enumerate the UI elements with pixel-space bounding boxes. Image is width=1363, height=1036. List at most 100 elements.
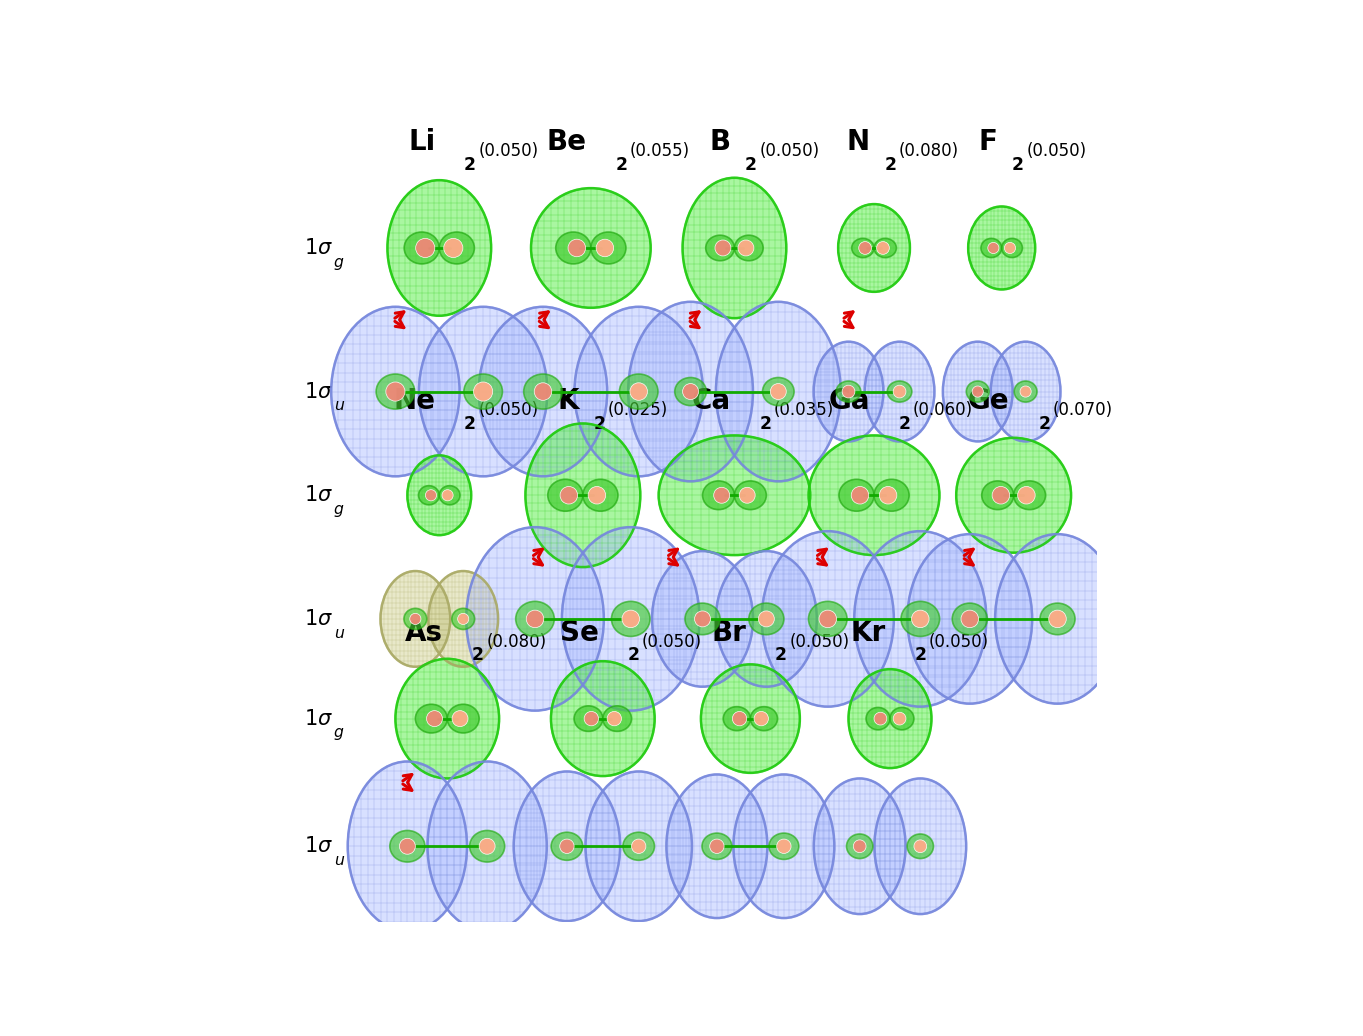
Text: 2: 2 <box>776 646 786 664</box>
Circle shape <box>879 487 897 505</box>
Ellipse shape <box>658 435 810 555</box>
Ellipse shape <box>447 704 480 733</box>
Ellipse shape <box>887 381 912 402</box>
Circle shape <box>427 711 443 726</box>
Ellipse shape <box>991 342 1060 441</box>
Ellipse shape <box>762 531 894 707</box>
Text: (0.050): (0.050) <box>478 142 538 161</box>
Ellipse shape <box>995 535 1120 703</box>
Ellipse shape <box>623 832 654 860</box>
Ellipse shape <box>395 659 499 778</box>
Circle shape <box>607 712 622 726</box>
Circle shape <box>1048 610 1066 628</box>
Ellipse shape <box>428 571 497 667</box>
Ellipse shape <box>701 664 800 773</box>
Ellipse shape <box>586 772 692 921</box>
Text: (0.050): (0.050) <box>478 402 538 420</box>
Ellipse shape <box>968 206 1035 289</box>
Circle shape <box>526 610 544 628</box>
Ellipse shape <box>408 456 472 536</box>
Circle shape <box>716 240 731 256</box>
Ellipse shape <box>1014 381 1037 402</box>
Text: $1\sigma$: $1\sigma$ <box>304 609 333 629</box>
Text: Ne: Ne <box>394 387 435 415</box>
Ellipse shape <box>1002 238 1022 258</box>
Ellipse shape <box>390 831 425 862</box>
Circle shape <box>893 385 906 398</box>
Ellipse shape <box>628 301 752 482</box>
Circle shape <box>473 382 493 401</box>
Circle shape <box>453 711 468 726</box>
Text: 2: 2 <box>915 646 927 664</box>
Circle shape <box>458 613 469 625</box>
Text: $1\sigma$: $1\sigma$ <box>304 709 333 728</box>
Circle shape <box>1005 242 1015 254</box>
Ellipse shape <box>716 301 841 482</box>
Text: Li: Li <box>408 128 435 156</box>
Ellipse shape <box>562 527 699 711</box>
Circle shape <box>444 238 463 258</box>
Circle shape <box>560 839 574 854</box>
Ellipse shape <box>890 708 915 729</box>
Ellipse shape <box>814 778 905 914</box>
Ellipse shape <box>957 438 1071 552</box>
Circle shape <box>442 490 453 500</box>
Text: $1\sigma$: $1\sigma$ <box>304 381 333 402</box>
Circle shape <box>770 383 786 400</box>
Ellipse shape <box>733 775 834 918</box>
Circle shape <box>842 385 855 398</box>
Ellipse shape <box>837 381 861 402</box>
Text: 2: 2 <box>744 155 756 174</box>
Ellipse shape <box>683 178 786 318</box>
Ellipse shape <box>702 481 735 510</box>
Text: g: g <box>334 255 343 269</box>
Circle shape <box>587 487 605 505</box>
Text: (0.060): (0.060) <box>913 402 973 420</box>
Text: (0.025): (0.025) <box>608 402 668 420</box>
Circle shape <box>732 712 747 726</box>
Circle shape <box>585 712 598 726</box>
Circle shape <box>972 386 983 397</box>
Ellipse shape <box>735 481 766 510</box>
Ellipse shape <box>380 571 450 667</box>
Circle shape <box>560 487 578 505</box>
Ellipse shape <box>439 486 461 505</box>
Ellipse shape <box>418 486 439 505</box>
Ellipse shape <box>612 601 650 636</box>
Text: u: u <box>334 853 343 868</box>
Circle shape <box>568 239 586 257</box>
Circle shape <box>480 838 495 855</box>
Ellipse shape <box>735 235 763 261</box>
Text: $1\sigma$: $1\sigma$ <box>304 485 333 506</box>
Ellipse shape <box>532 189 650 308</box>
Ellipse shape <box>523 374 563 409</box>
Ellipse shape <box>814 342 883 441</box>
Text: Kr: Kr <box>851 618 886 646</box>
Ellipse shape <box>901 601 939 636</box>
Text: (0.055): (0.055) <box>630 142 690 161</box>
Ellipse shape <box>551 832 583 860</box>
Ellipse shape <box>908 535 1032 703</box>
Text: Ga: Ga <box>829 387 870 415</box>
Circle shape <box>714 487 729 503</box>
Ellipse shape <box>602 706 631 731</box>
Ellipse shape <box>348 761 468 931</box>
Ellipse shape <box>675 377 706 406</box>
Ellipse shape <box>418 307 548 477</box>
Ellipse shape <box>855 531 987 707</box>
Text: (0.050): (0.050) <box>759 142 819 161</box>
Circle shape <box>399 838 416 855</box>
Ellipse shape <box>387 180 491 316</box>
Circle shape <box>416 238 435 258</box>
Text: (0.050): (0.050) <box>789 633 849 651</box>
Ellipse shape <box>590 232 626 264</box>
Ellipse shape <box>849 669 931 768</box>
Ellipse shape <box>451 608 474 630</box>
Ellipse shape <box>574 307 703 477</box>
Circle shape <box>852 487 868 505</box>
Circle shape <box>410 613 421 625</box>
Circle shape <box>631 839 646 854</box>
Text: u: u <box>334 626 343 640</box>
Text: (0.050): (0.050) <box>1026 142 1086 161</box>
Ellipse shape <box>1014 481 1045 510</box>
